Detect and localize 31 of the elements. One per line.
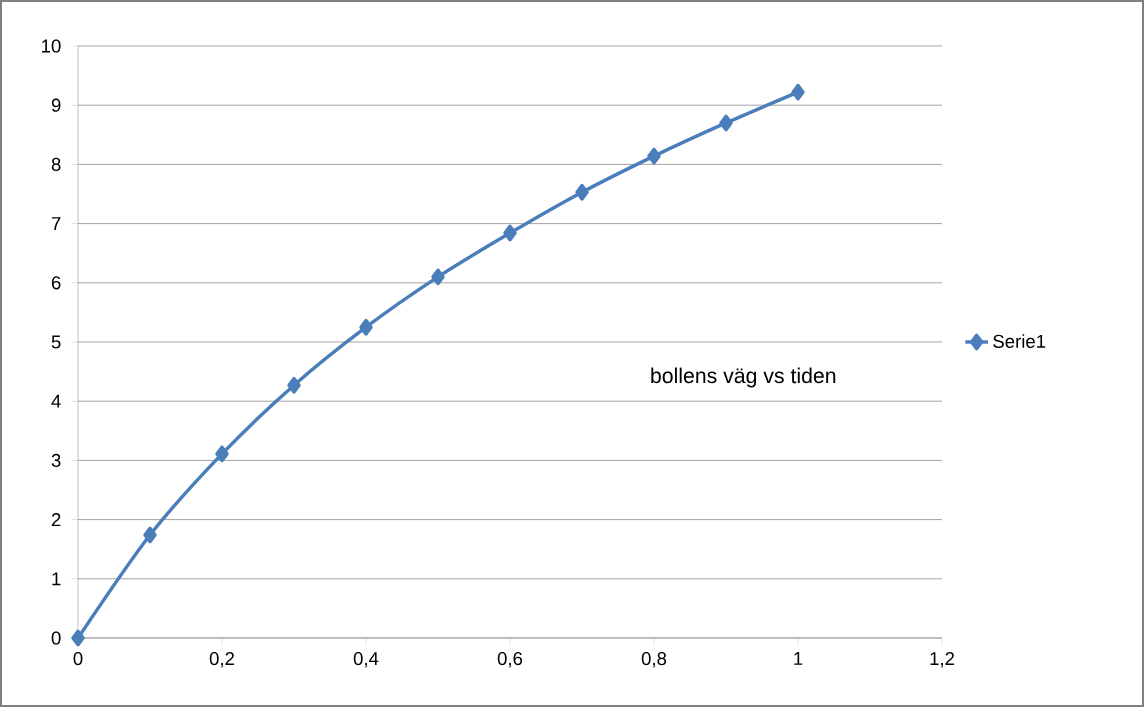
legend-label: Serie1 (993, 334, 1046, 348)
x-tick-label: 1 (794, 652, 803, 665)
point (791, 83, 805, 101)
point (215, 445, 229, 463)
y-tick-label: 3 (51, 453, 61, 467)
point (431, 268, 445, 286)
point (575, 183, 589, 201)
y-tick-label: 0 (51, 631, 61, 645)
y-tick-label: 4 (51, 394, 61, 408)
x-tick-label: 1,2 (930, 652, 955, 668)
point (359, 318, 373, 336)
y-tick-label: 6 (51, 276, 61, 290)
annotation: bollens väg vs tiden (651, 367, 836, 388)
x-tick-label: 0,2 (209, 652, 234, 668)
x-tick-label: 0,6 (497, 652, 523, 668)
y-tick-label: 10 (42, 39, 61, 53)
y-tick-label: 5 (51, 335, 61, 349)
point (647, 147, 661, 165)
y-tick-label: 8 (51, 157, 61, 171)
point (719, 114, 733, 132)
y-tick-label: 9 (51, 98, 61, 112)
y-tick-label: 1 (52, 572, 61, 586)
point (143, 526, 157, 544)
point (503, 224, 517, 242)
point (71, 629, 85, 647)
x-tick-label: 0 (73, 652, 83, 666)
point (287, 376, 301, 394)
y-tick-label: 2 (51, 513, 61, 527)
y-tick-label: 7 (51, 217, 61, 230)
x-tick-label: 0,4 (353, 652, 379, 668)
x-tick-label: 0,8 (641, 652, 667, 668)
